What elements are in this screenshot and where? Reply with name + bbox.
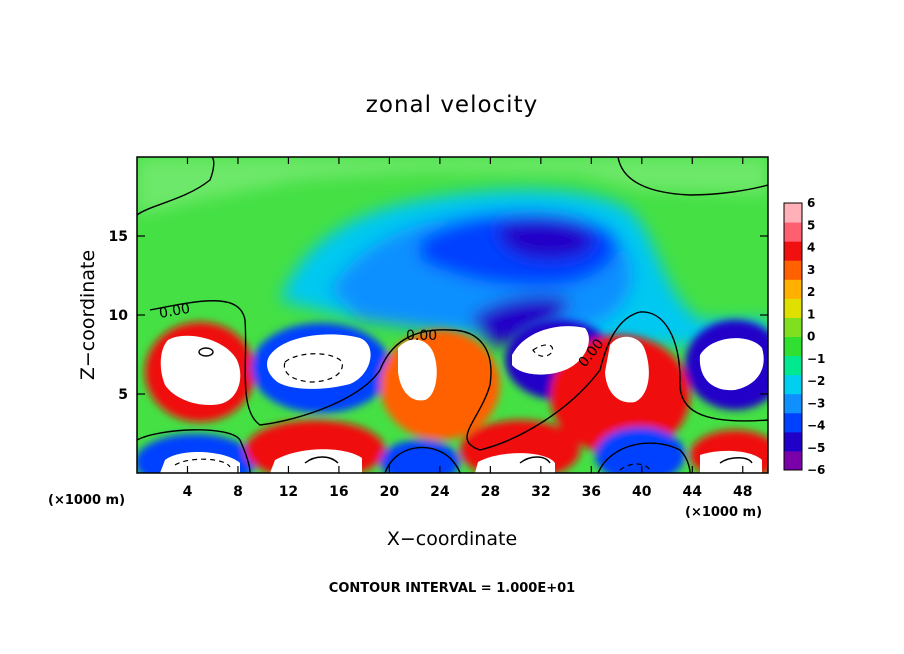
colorbar-label: 5 [807,218,815,232]
colorbar-swatch [784,336,802,357]
colorbar-swatch [784,317,802,337]
x-tick-label: 16 [329,484,348,500]
colorbar-label: −1 [807,352,825,366]
colorbar-swatch [784,260,802,280]
contour-label: 0.00 [406,328,437,344]
contour-label: 0.00 [158,301,191,322]
contour-lines [137,157,768,473]
colorbar-swatch [784,241,802,261]
x-tick-label: 20 [380,484,400,500]
colorbar-swatch [784,298,802,318]
colorbar-label: −5 [807,441,825,455]
x-tick-label: 36 [582,484,601,500]
colorbar-swatch [784,222,802,242]
colorbar-label: 0 [807,330,815,344]
x-tick-label: 44 [683,484,703,500]
x-tick-label: 4 [183,484,193,500]
colorbar-swatch [784,431,802,452]
colorbar-swatch [784,355,802,376]
colorbar-label: −4 [807,419,825,433]
colorbar-frame [783,202,803,471]
x-tick-label: 32 [531,484,550,500]
x-tick-label: 40 [632,484,652,500]
x-unit-label: (×1000 m) [685,505,762,520]
x-axis-title: X−coordinate [387,528,517,550]
colorbar-label: 2 [807,285,815,299]
colorbar-label: 1 [807,307,815,321]
colorbar-swatch [784,374,802,395]
x-tick-label: 8 [233,484,243,500]
negative-jet [280,189,768,345]
colorbar-label: 3 [807,263,815,277]
x-unit-label: (×1000 m) [48,493,125,508]
field-upper-tint [137,157,768,215]
colorbar-swatch [784,279,802,299]
saturated-cores [160,326,764,473]
y-axis-title: Z−coordinate [77,250,99,380]
y-tick-label: 15 [109,229,128,245]
colorbar-label: −3 [807,396,825,410]
colorbar-swatch [784,203,802,223]
contour-interval-note: CONTOUR INTERVAL = 1.000E+01 [329,581,575,596]
colorbar-label: −2 [807,374,825,388]
contour-lines-dashed [174,344,651,471]
x-tick-label: 12 [279,484,298,500]
colorbar-swatch [784,393,802,414]
colorbar-label: 4 [807,241,815,255]
y-tick-label: 5 [118,387,128,403]
x-tick-label: 48 [733,484,752,500]
x-tick-label: 28 [481,484,500,500]
x-tick-label: 24 [430,484,450,500]
colorbar: 6 5 4 3 2 1 0 −1 −2 −3 −4 −5 −6 [783,196,825,477]
colorbar-label: −6 [807,463,825,477]
chart-title: zonal velocity [366,92,538,118]
colorbar-swatch [784,450,802,471]
colorbar-label: 6 [807,196,815,210]
colorbar-swatch [784,412,802,433]
y-tick-label: 10 [109,308,129,324]
plot-area: 0.00 0.00 0.00 [137,157,768,473]
